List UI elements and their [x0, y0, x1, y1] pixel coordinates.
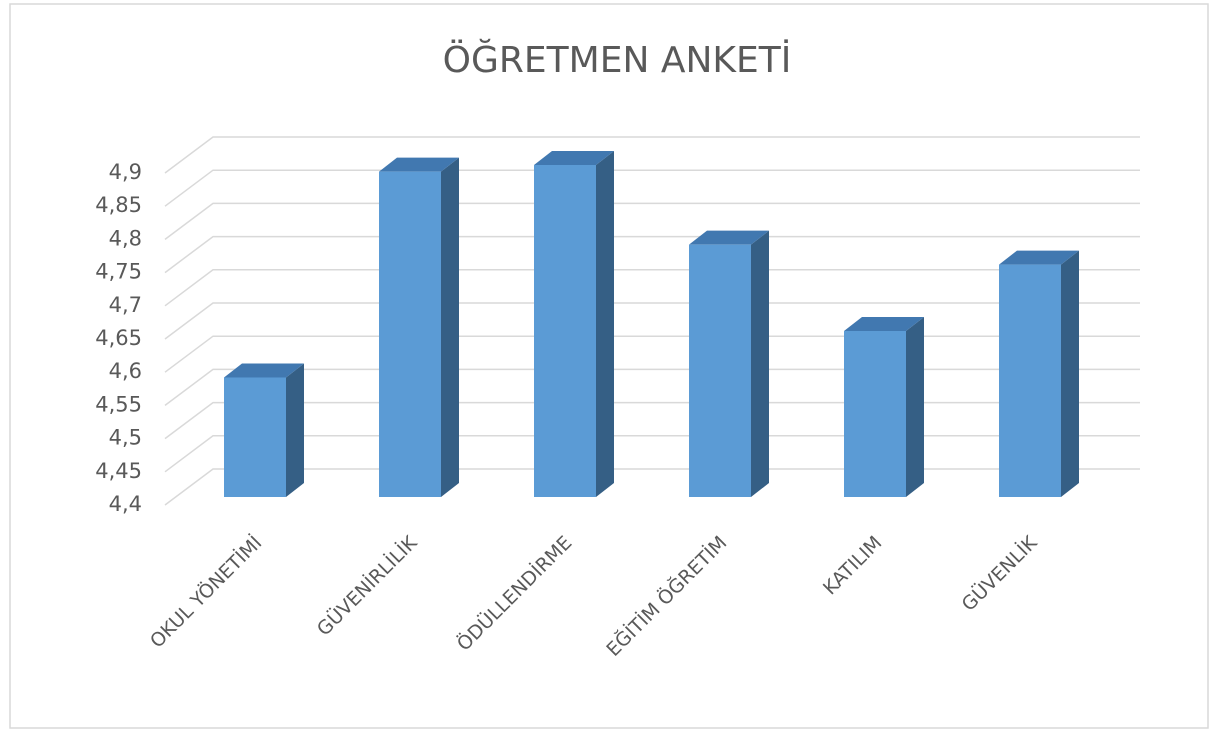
y-tick-label: 4,75 [95, 260, 142, 284]
grid-line [164, 136, 1140, 174]
bar [534, 165, 596, 497]
grid-line [164, 302, 1140, 340]
grid-line [164, 368, 1140, 406]
bar-top [844, 317, 924, 331]
bar [999, 264, 1061, 497]
grid-line [164, 335, 1140, 373]
bar-side [596, 151, 614, 497]
bar [379, 171, 441, 497]
bar-side [1061, 250, 1079, 497]
bar [224, 377, 286, 497]
bar-top [689, 230, 769, 245]
bar-side [906, 317, 924, 497]
bar [844, 331, 906, 497]
y-tick-label: 4,45 [95, 459, 142, 483]
y-tick-label: 4,55 [95, 392, 142, 416]
y-tick-label: 4,7 [109, 293, 142, 317]
bar-side [441, 157, 459, 497]
grid-line [164, 468, 1140, 506]
y-tick-label: 4,8 [109, 226, 142, 250]
grid-line [164, 169, 1140, 207]
y-tick-label: 4,9 [109, 160, 142, 184]
chart-title: ÖĞRETMEN ANKETİ [443, 39, 792, 81]
grid-line [164, 269, 1140, 307]
y-tick-label: 4,85 [95, 193, 142, 217]
y-tick-label: 4,6 [109, 359, 142, 383]
bar [689, 244, 751, 497]
grid-line [164, 401, 1140, 440]
grid-line [164, 235, 1140, 274]
bar-top [534, 151, 614, 165]
grid-line [164, 202, 1140, 240]
y-tick-label: 4,5 [109, 426, 142, 450]
bar-side [286, 363, 304, 497]
bar-top [379, 157, 459, 172]
y-tick-label: 4,65 [95, 326, 142, 350]
y-tick-label: 4,4 [109, 492, 142, 516]
bar-top [999, 250, 1079, 265]
bar-top [224, 363, 304, 378]
bar-side [751, 230, 769, 497]
grid-line [164, 435, 1140, 473]
